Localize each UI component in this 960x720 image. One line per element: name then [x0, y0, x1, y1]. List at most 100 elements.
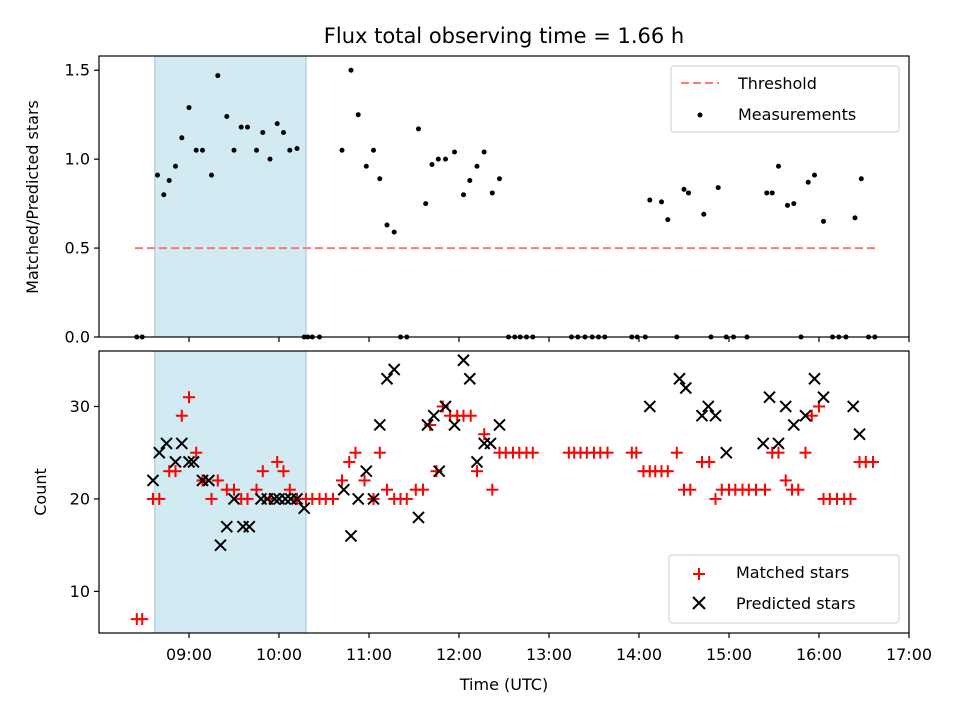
- predicted-star-point: [227, 492, 241, 506]
- predicted-star-point: [279, 492, 292, 506]
- measurement-point: [260, 129, 266, 135]
- matched-star-point: [799, 446, 812, 459]
- legend-predicted-swatch: [692, 596, 706, 610]
- ratio-y-axis-label: Matched/Predicted stars: [23, 100, 42, 294]
- matched-star-point: [169, 465, 182, 478]
- matched-star-point: [256, 465, 269, 478]
- matched-star-point: [153, 492, 166, 505]
- measurement-point: [377, 176, 383, 182]
- matched-star-point: [373, 446, 386, 459]
- y-tick-label: 0.5: [65, 239, 90, 258]
- measurement-point: [665, 217, 671, 223]
- count-y-axis-label: Count: [31, 468, 50, 516]
- measurement-point: [287, 147, 293, 153]
- ratio-legend: Threshold Measurements: [670, 65, 900, 133]
- matched-star-point: [381, 483, 393, 496]
- matched-star-point: [805, 409, 818, 422]
- predicted-star-point: [297, 501, 311, 515]
- matched-star-point: [241, 492, 254, 505]
- matched-star-point: [349, 446, 362, 459]
- matched-star-point: [400, 492, 413, 505]
- matched-star-point: [228, 483, 240, 496]
- count-panel: 10 20 30 09:00 10:00 11:00 12:00 13:00 14:00 15:…: [31, 350, 932, 694]
- matched-star-point: [471, 465, 483, 478]
- x-tick-label: 10:00: [256, 645, 302, 664]
- measurement-point: [701, 211, 707, 217]
- y-tick-label: 0.0: [65, 328, 90, 347]
- matched-star-point: [792, 483, 805, 496]
- matched-star-point: [183, 391, 195, 404]
- measurement-point: [294, 145, 300, 151]
- predicted-star-point: [853, 428, 866, 441]
- predicted-star-point: [772, 437, 785, 450]
- legend-threshold-label: Threshold: [737, 74, 817, 93]
- y-tick-label: 1.5: [65, 61, 90, 80]
- predicted-star-point: [290, 492, 304, 506]
- x-tick-label: 09:00: [166, 645, 212, 664]
- measurement-point: [254, 147, 259, 153]
- ratio-x-axis-ticks: [188, 337, 910, 342]
- measurement-point: [764, 190, 770, 196]
- predicted-star-point: [779, 400, 792, 413]
- measurement-point: [461, 192, 466, 198]
- predicted-star-point: [808, 372, 821, 385]
- matched-star-point: [844, 492, 857, 505]
- measurement-point: [791, 201, 797, 207]
- measurement-point: [776, 163, 781, 169]
- predicted-star-point: [463, 372, 477, 385]
- observing-interval-shade-lower: [154, 350, 307, 634]
- matched-star-point: [175, 409, 188, 422]
- matched-star-point: [277, 465, 290, 478]
- matched-star-point: [772, 446, 785, 459]
- predicted-star-point: [846, 400, 860, 413]
- count-legend-box: [668, 554, 900, 624]
- matched-star-point: [343, 455, 356, 468]
- predicted-star-point: [432, 464, 446, 478]
- ratio-legend-box: [670, 65, 900, 133]
- measurement-point: [363, 163, 369, 169]
- count-legend: Matched stars Predicted stars: [668, 554, 900, 624]
- measurement-point: [805, 179, 811, 185]
- predicted-star-point: [679, 381, 693, 395]
- predicted-star-point: [421, 418, 434, 432]
- predicted-star-point: [220, 520, 234, 533]
- predicted-star-point: [493, 418, 506, 432]
- predicted-star-point: [427, 409, 441, 422]
- measurement-point: [193, 147, 199, 153]
- measurement-point: [659, 199, 664, 205]
- observing-interval-shade: [154, 55, 307, 338]
- predicted-star-point: [457, 354, 470, 367]
- matched-star-point: [661, 465, 674, 478]
- predicted-star-point: [817, 391, 830, 404]
- measurement-point: [474, 163, 480, 169]
- measurement-point: [852, 215, 858, 221]
- y-tick-label: 20: [70, 489, 90, 508]
- predicted-star-point: [380, 372, 394, 385]
- measurement-point: [281, 129, 286, 135]
- matched-star-point: [630, 446, 643, 459]
- predicted-star-point: [673, 372, 686, 385]
- shaded-interval-rect: [154, 350, 307, 634]
- predicted-star-point: [187, 455, 200, 469]
- matched-star-point: [327, 492, 339, 505]
- matched-star-point: [709, 492, 722, 505]
- matched-star-point: [478, 428, 491, 441]
- measurement-point: [155, 172, 160, 178]
- measurement-point: [821, 218, 826, 224]
- matched-star-point: [684, 483, 697, 496]
- predicted-star-point: [702, 400, 715, 413]
- predicted-star-point: [799, 409, 812, 422]
- x-tick-label: 15:00: [706, 645, 752, 664]
- predicted-star-point: [243, 520, 256, 533]
- measurement-point: [423, 201, 429, 207]
- predicted-star-point: [202, 474, 216, 487]
- count-plot-frame: [98, 350, 910, 634]
- measurement-point: [812, 172, 817, 178]
- measurement-point: [238, 124, 244, 130]
- legend-measurements-label: Measurements: [738, 105, 856, 124]
- predicted-star-point: [169, 455, 182, 469]
- predicted-star-point: [182, 455, 196, 469]
- measurement-point: [224, 113, 230, 119]
- predicted-star-point: [720, 446, 733, 459]
- measurement-point: [384, 222, 390, 228]
